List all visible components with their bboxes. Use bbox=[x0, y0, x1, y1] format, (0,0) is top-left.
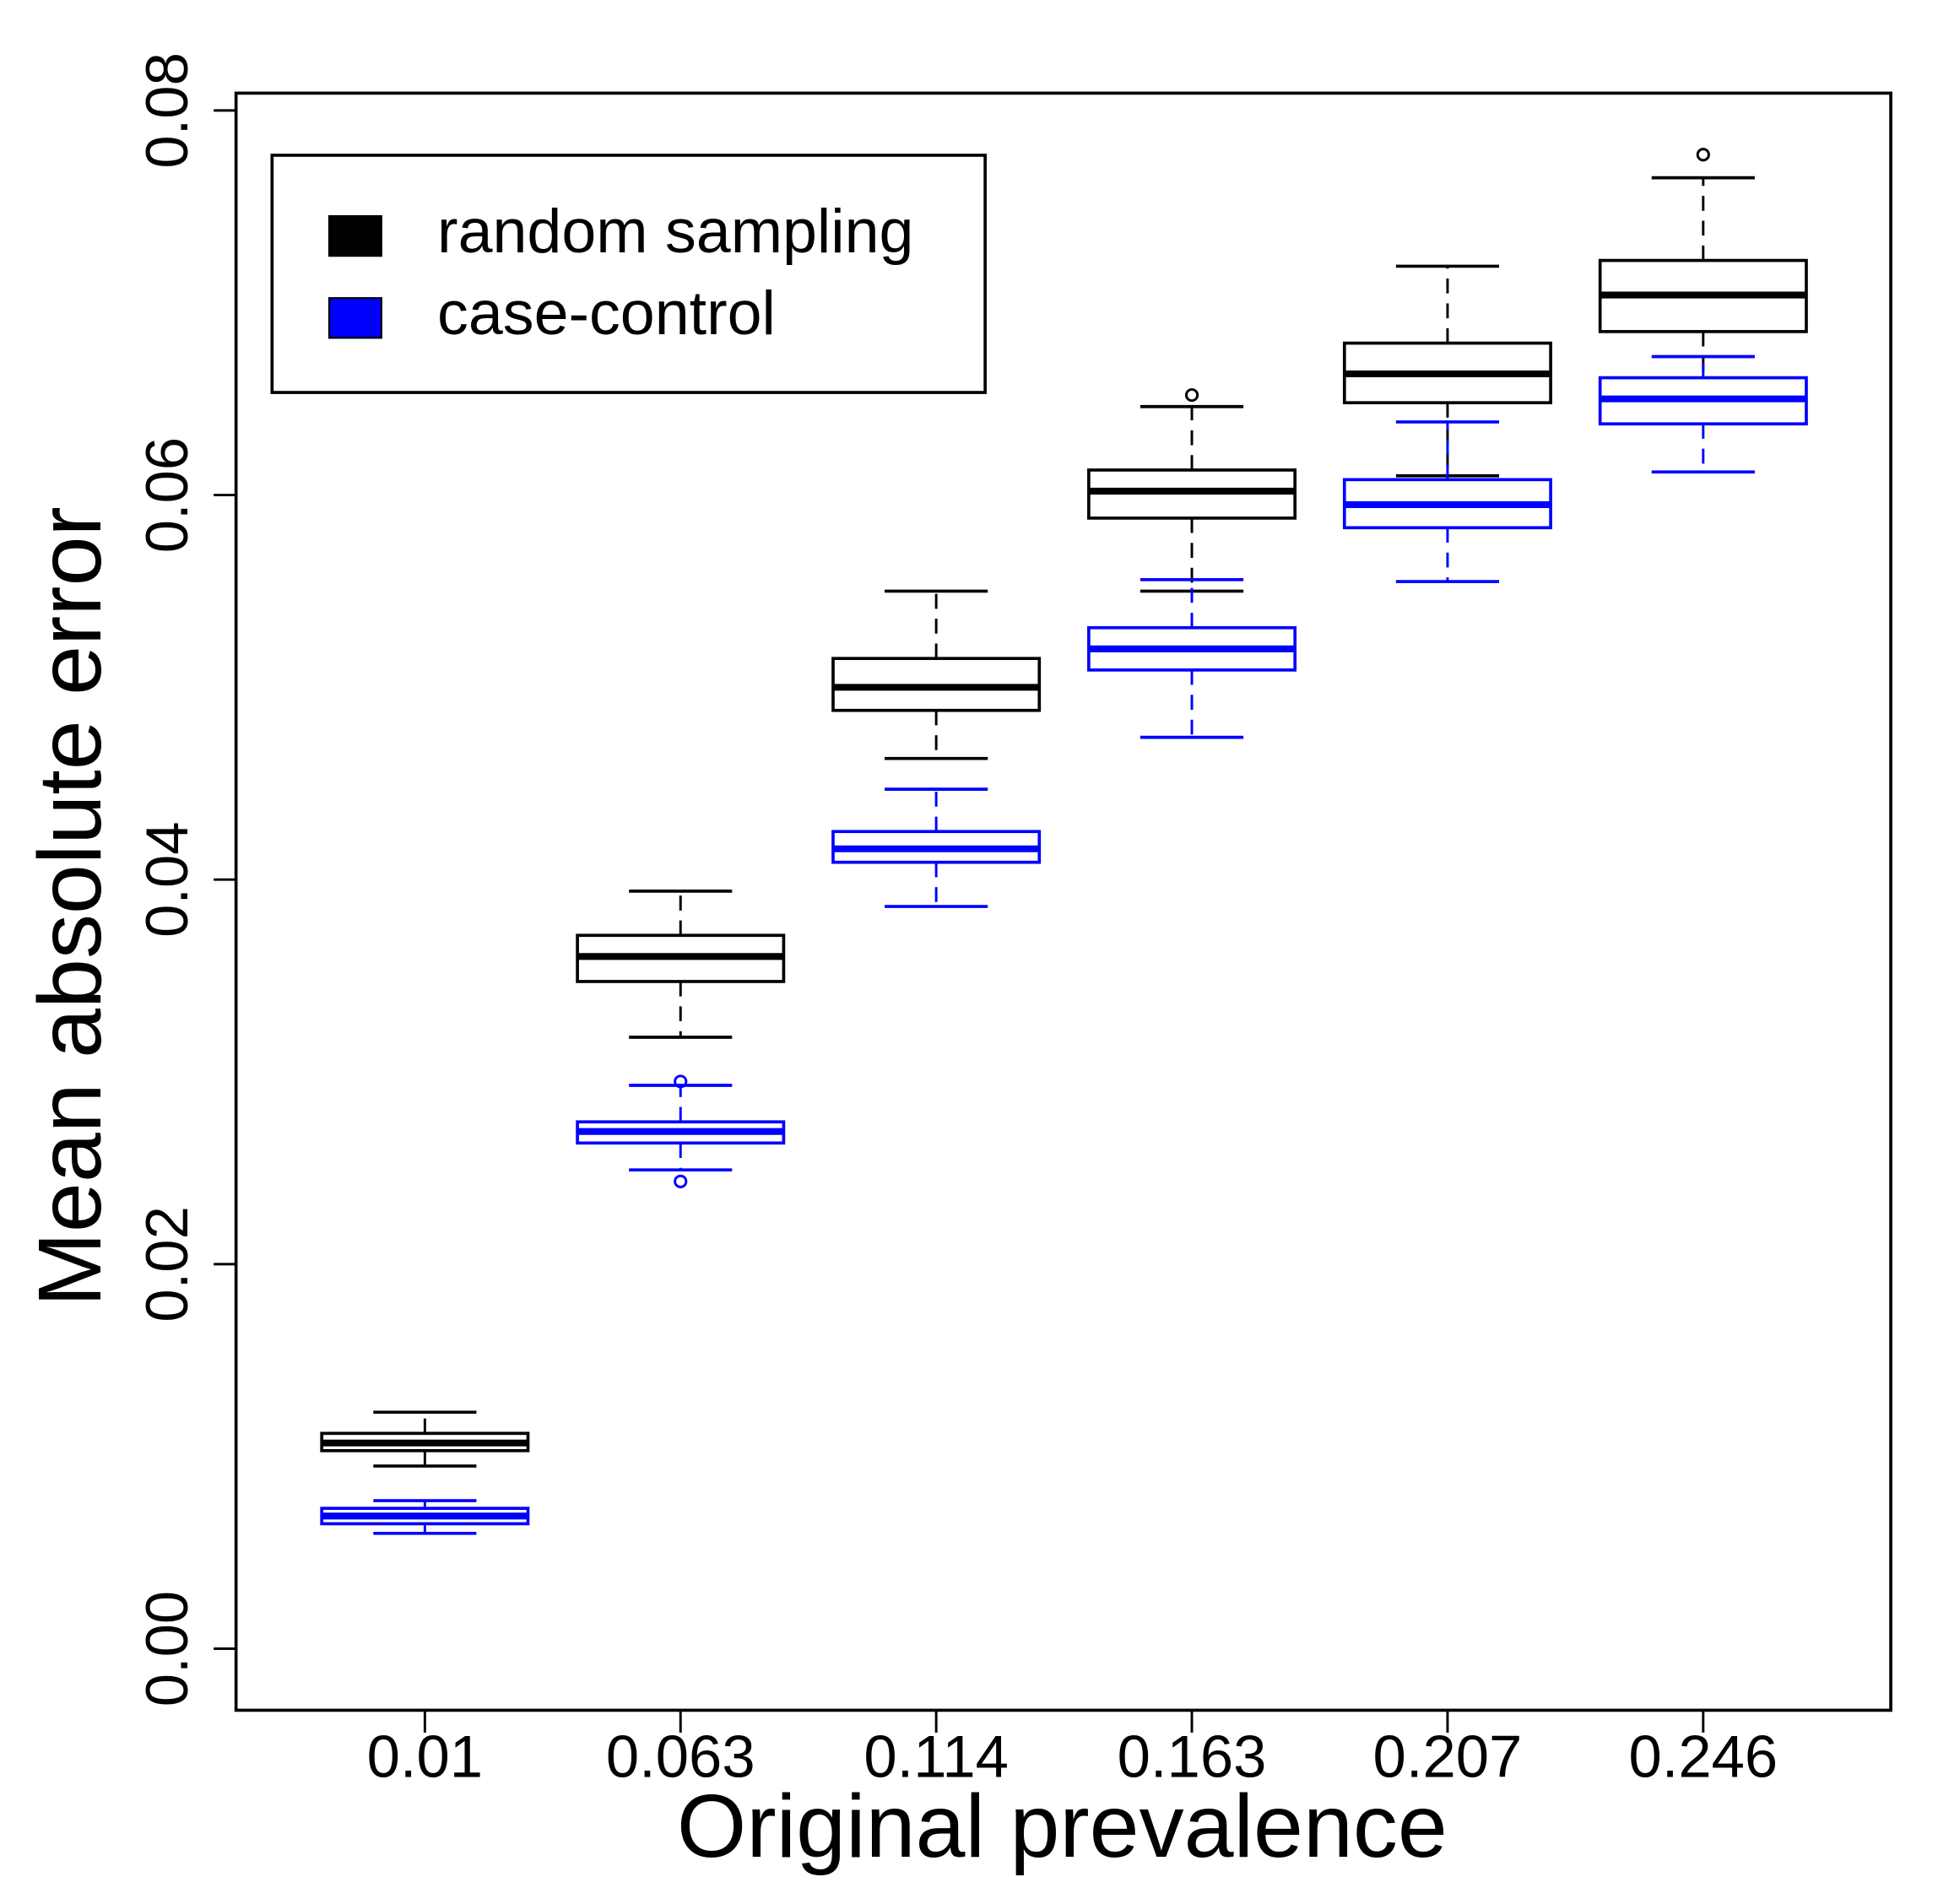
y-axis-title: Mean absolute error bbox=[20, 506, 120, 1306]
y-tick-label: 0.08 bbox=[133, 52, 200, 168]
outlier bbox=[1696, 148, 1710, 162]
x-tick-label: 0.207 bbox=[1373, 1723, 1523, 1789]
legend-label: case-control bbox=[437, 278, 776, 348]
plot-frame bbox=[234, 91, 1892, 1712]
y-tick-label: 0.06 bbox=[133, 437, 200, 553]
x-tick-label: 0.063 bbox=[606, 1723, 755, 1789]
x-axis-title: Original prevalence bbox=[677, 1777, 1448, 1876]
legend-label: random sampling bbox=[437, 196, 913, 266]
outlier bbox=[674, 1174, 688, 1188]
x-tick-label: 0.114 bbox=[863, 1723, 1009, 1789]
outlier bbox=[1184, 387, 1199, 403]
legend-swatch bbox=[328, 297, 382, 339]
y-tick-label: 0.00 bbox=[133, 1591, 200, 1707]
x-tick-label: 0.01 bbox=[367, 1723, 483, 1789]
x-tick-label: 0.163 bbox=[1118, 1723, 1267, 1789]
outlier bbox=[674, 1074, 688, 1089]
x-tick-label: 0.246 bbox=[1628, 1723, 1778, 1789]
y-tick-label: 0.02 bbox=[133, 1206, 200, 1322]
legend-frame bbox=[270, 154, 987, 394]
legend-swatch bbox=[328, 214, 382, 257]
y-tick-label: 0.04 bbox=[133, 821, 200, 937]
